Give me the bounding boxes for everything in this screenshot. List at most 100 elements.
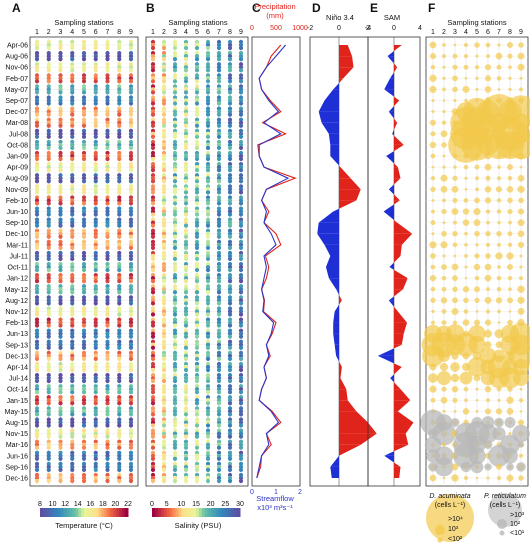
salinity-dot <box>238 145 244 151</box>
temperature-dot <box>70 287 75 292</box>
salinity-dot <box>150 168 156 173</box>
salinity-dot <box>161 65 167 70</box>
temperature-dot <box>117 68 122 73</box>
salinity-dot <box>238 65 244 70</box>
salinity-dot <box>172 54 178 59</box>
temperature-dot <box>46 401 51 406</box>
d-acuminata-bubble <box>506 408 514 415</box>
panel-f-station-label: 8 <box>508 29 512 36</box>
salinity-dot <box>238 68 244 73</box>
temperature-dot <box>46 353 51 358</box>
salinity-dot <box>161 217 167 222</box>
salinity-dot <box>238 261 244 267</box>
salinity-dot <box>183 398 189 403</box>
temperature-dot <box>34 45 40 51</box>
salinity-dot <box>183 412 189 417</box>
d-acuminata-bubble <box>486 398 490 403</box>
month-label: Aug-09 <box>5 176 28 183</box>
d-acuminata-bubble <box>507 386 513 392</box>
temperature-dot <box>81 120 87 125</box>
salinity-dot <box>227 245 233 250</box>
temperature-dot <box>93 57 98 62</box>
temperature-dot <box>46 409 51 414</box>
panel-e-area-segment <box>394 269 408 279</box>
temperature-dot <box>70 428 75 433</box>
salinity-dot <box>227 287 233 292</box>
temperature-dot <box>81 409 87 414</box>
temperature-dot <box>70 345 75 350</box>
salinity-dot <box>227 217 233 222</box>
temperature-dot <box>58 342 63 347</box>
salinity-dot <box>238 384 244 389</box>
temperature-dot <box>34 267 40 273</box>
temperature-dot <box>34 131 40 136</box>
temperature-dot <box>93 364 98 370</box>
salinity-dot <box>172 142 178 148</box>
temperature-dot <box>117 187 122 192</box>
temperature-dot <box>128 423 134 428</box>
salinity-dot <box>227 68 233 73</box>
colorbar-b-swatch <box>237 508 241 517</box>
panel-d-area-segment <box>339 67 354 79</box>
temperature-dot <box>117 162 122 167</box>
month-label: Aug-06 <box>5 54 28 61</box>
temperature-dot <box>34 201 40 206</box>
panel-d-area-segment <box>339 300 342 305</box>
temperature-dot <box>81 367 87 373</box>
temperature-dot <box>117 334 122 339</box>
salinity-dot <box>150 375 156 381</box>
temperature-dot <box>117 90 122 95</box>
temperature-dot <box>70 51 75 56</box>
salinity-dot <box>150 142 156 148</box>
temperature-dot <box>117 65 122 70</box>
d-acuminata-bubble <box>440 174 448 182</box>
d-acuminata-bubble <box>431 232 435 236</box>
salinity-dot <box>227 273 233 278</box>
temperature-dot <box>93 256 98 262</box>
salinity-dot <box>161 57 167 62</box>
salinity-dot <box>194 45 200 51</box>
temperature-dot <box>105 342 110 347</box>
colorbar-a-swatch <box>84 508 88 517</box>
temperature-dot <box>81 276 87 281</box>
temperature-dot <box>117 73 122 78</box>
salinity-dot <box>172 342 178 347</box>
salinity-dot <box>150 423 156 428</box>
temperature-dot <box>128 228 134 233</box>
temperature-dot <box>34 323 40 328</box>
temperature-dot <box>34 184 40 189</box>
temperature-dot <box>81 398 87 403</box>
temperature-dot <box>105 320 110 325</box>
temperature-dot <box>46 406 51 411</box>
salinity-dot <box>238 345 244 350</box>
salinity-dot <box>216 256 222 262</box>
salinity-dot <box>172 384 178 389</box>
temperature-dot <box>81 301 87 306</box>
temperature-dot <box>93 367 98 373</box>
temperature-dot <box>93 156 98 162</box>
salinity-dot <box>150 284 156 289</box>
temperature-dot <box>117 57 122 62</box>
salinity-dot <box>183 367 189 373</box>
salinity-dot <box>205 128 211 133</box>
salinity-dot <box>161 256 167 262</box>
panel-letter-c: C <box>252 1 261 15</box>
temperature-dot <box>105 464 110 469</box>
salinity-dot <box>150 267 156 273</box>
d-acuminata-bubble <box>484 296 492 304</box>
salinity-dot <box>227 84 233 89</box>
salinity-dot <box>172 42 178 48</box>
temperature-dot <box>128 345 134 350</box>
salinity-dot <box>216 428 222 433</box>
temperature-dot <box>70 176 75 181</box>
colorbar-b-swatch <box>216 508 220 517</box>
salinity-dot <box>238 42 244 48</box>
salinity-dot <box>150 306 156 311</box>
temperature-dot <box>128 198 134 203</box>
salinity-dot <box>150 209 156 214</box>
salinity-dot <box>150 401 156 406</box>
temperature-dot <box>81 350 87 355</box>
temperature-dot <box>46 109 51 114</box>
salinity-dot <box>161 398 167 403</box>
d-acuminata-bubble <box>519 387 523 391</box>
